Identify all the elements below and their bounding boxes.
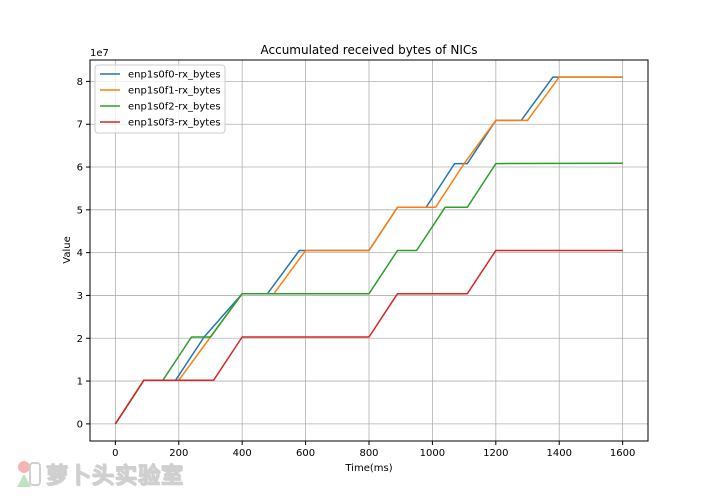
x-axis-label: Time(ms) bbox=[344, 463, 392, 474]
y-tick-label: 3 bbox=[77, 291, 83, 302]
x-tick-label: 800 bbox=[359, 448, 378, 459]
x-tick-label: 1400 bbox=[547, 448, 572, 459]
watermark-text: 萝卜头实验室 bbox=[45, 464, 185, 490]
grid bbox=[90, 60, 648, 441]
y-tick-label: 6 bbox=[77, 163, 83, 174]
x-tick-label: 400 bbox=[233, 448, 252, 459]
x-tick-label: 600 bbox=[296, 448, 315, 459]
legend-label: enp1s0f1-rx_bytes bbox=[128, 86, 221, 97]
y-tick-label: 7 bbox=[77, 120, 83, 131]
legend-label: enp1s0f0-rx_bytes bbox=[128, 70, 221, 81]
y-tick-label: 5 bbox=[77, 205, 83, 216]
x-tick-label: 0 bbox=[112, 448, 118, 459]
y-tick-label: 4 bbox=[77, 248, 83, 259]
x-tick-label: 1600 bbox=[610, 448, 635, 459]
series-line-enp1s0f1-rx_bytes bbox=[114, 76, 623, 425]
watermark-logo-icon bbox=[17, 461, 41, 487]
x-tick-label: 1000 bbox=[420, 448, 445, 459]
series-layer bbox=[114, 76, 623, 425]
x-tick-label: 200 bbox=[169, 448, 188, 459]
legend: enp1s0f0-rx_bytes enp1s0f1-rx_bytes enp1s0… bbox=[94, 64, 226, 134]
y-axis-label: Value bbox=[62, 236, 73, 263]
legend-box bbox=[94, 64, 226, 134]
x-axis: 0 200 400 600 800 1000 1200 1400 1600 bbox=[112, 441, 635, 459]
series-line-enp1s0f3-rx_bytes bbox=[114, 249, 623, 425]
y-tick-label: 2 bbox=[77, 334, 83, 345]
y-tick-label: 8 bbox=[77, 77, 83, 88]
y-scale-label: 1e7 bbox=[90, 48, 109, 59]
x-tick-label: 1200 bbox=[483, 448, 508, 459]
y-axis: 0 1 2 3 4 5 6 7 8 bbox=[77, 77, 90, 430]
y-tick-label: 0 bbox=[77, 419, 83, 430]
legend-label: enp1s0f2-rx_bytes bbox=[128, 102, 221, 113]
y-tick-label: 1 bbox=[77, 377, 83, 388]
chart-title: Accumulated received bytes of NICs bbox=[261, 43, 478, 57]
legend-label: enp1s0f3-rx_bytes bbox=[128, 118, 221, 129]
watermark: 萝卜头实验室 bbox=[14, 458, 184, 490]
